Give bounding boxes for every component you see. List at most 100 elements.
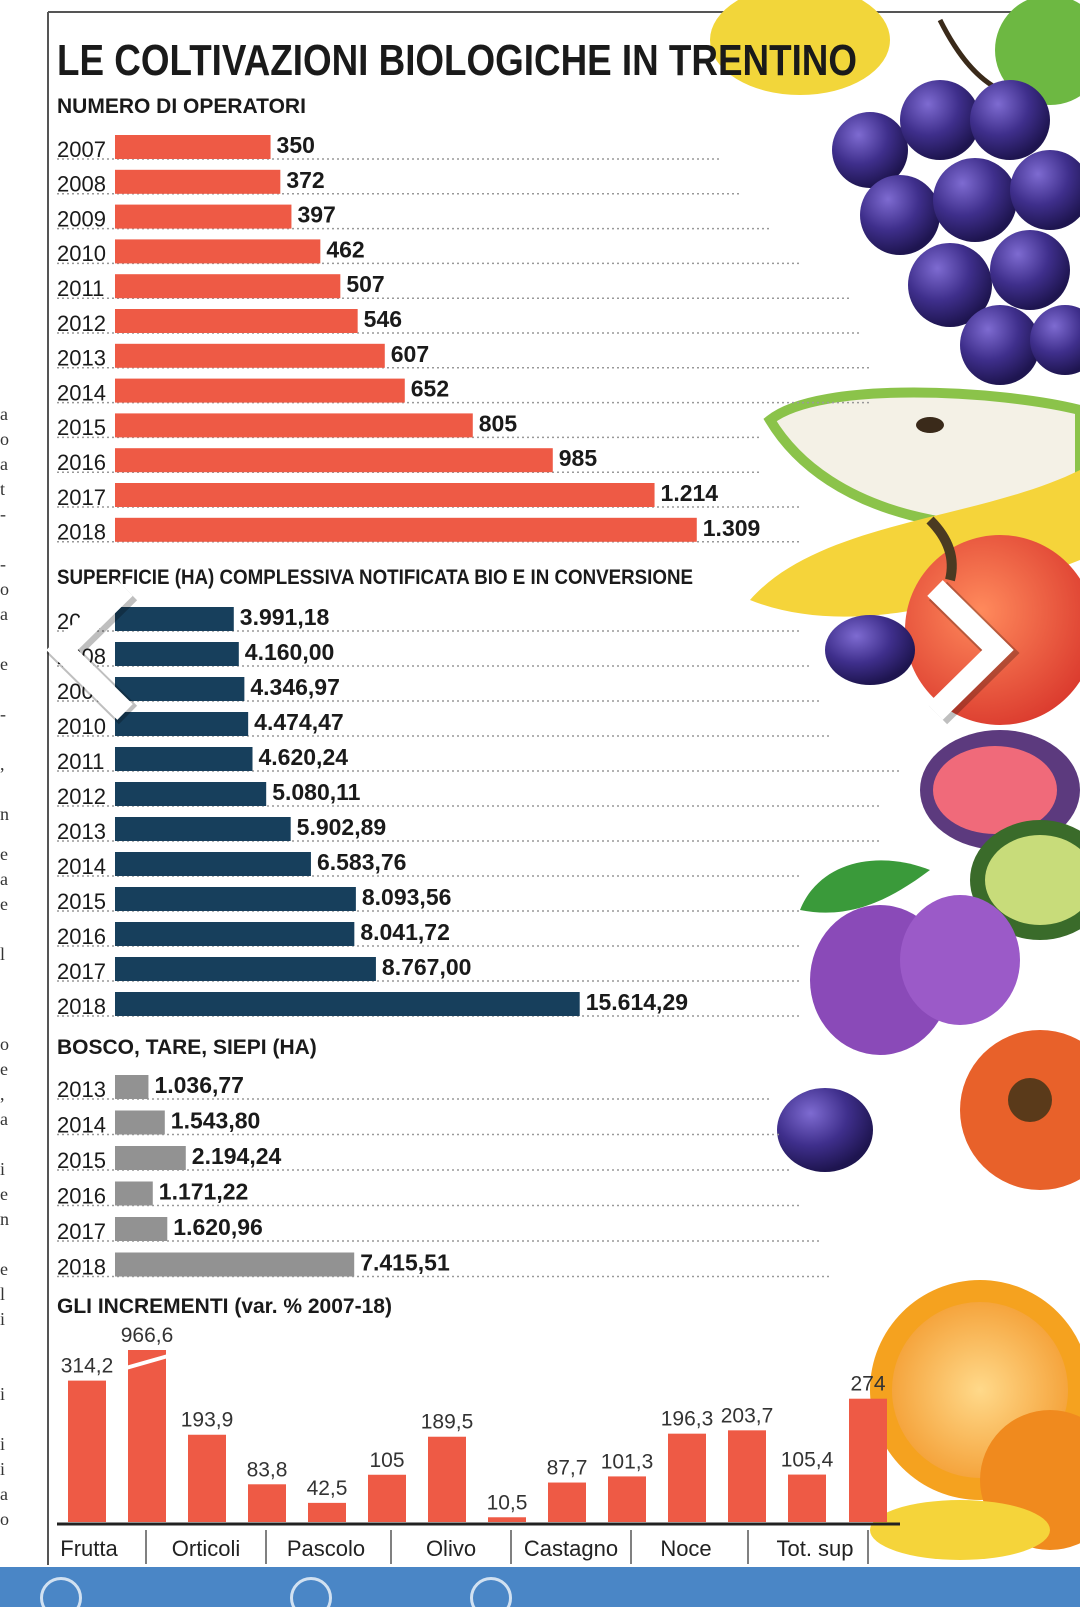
value-label: 101,3	[601, 1450, 654, 1473]
bar	[115, 204, 292, 229]
bar	[115, 922, 355, 946]
bar	[115, 135, 271, 159]
bar	[115, 1217, 168, 1241]
year-label: 2012	[57, 784, 106, 809]
bar	[115, 274, 341, 299]
svg-text:-: -	[0, 504, 6, 524]
value-label: 1.620,96	[173, 1214, 263, 1240]
year-label: 2014	[57, 380, 106, 405]
year-label: 2016	[57, 924, 106, 949]
bar	[849, 1398, 887, 1522]
bar	[115, 817, 291, 841]
bar-chart-1: SUPERFICIE (HA) COMPLESSIVA NOTIFICATA B…	[57, 566, 900, 1019]
year-label: 2018	[57, 520, 106, 545]
bar	[115, 677, 245, 701]
value-label: 42,5	[307, 1477, 348, 1500]
value-label: 193,9	[181, 1409, 234, 1432]
prev-button[interactable]	[46, 580, 138, 725]
bottom-toolbar	[0, 1567, 1080, 1619]
value-label: 8.093,56	[362, 884, 452, 910]
value-label: 15.614,29	[586, 989, 688, 1015]
value-label: 607	[391, 341, 429, 367]
svg-text:e: e	[0, 1059, 8, 1079]
value-label: 805	[479, 410, 518, 436]
year-label: 2015	[57, 889, 106, 914]
bar	[115, 1110, 165, 1135]
value-label: 83,8	[247, 1458, 288, 1481]
chart-title: BOSCO, TARE, SIEPI (HA)	[57, 1036, 317, 1059]
category-label: Noce	[660, 1536, 711, 1561]
value-label: 507	[346, 271, 384, 297]
bar	[115, 413, 473, 438]
year-label: 2014	[57, 854, 106, 879]
value-label: 1.036,77	[154, 1072, 244, 1098]
year-label: 2017	[57, 485, 106, 510]
toolbar-button[interactable]	[470, 1577, 512, 1619]
svg-text:i: i	[0, 1309, 5, 1329]
category-label: Olivo	[426, 1536, 476, 1561]
frame	[47, 11, 1080, 1565]
bar	[548, 1482, 586, 1522]
bar	[115, 448, 553, 473]
svg-text:e: e	[0, 1184, 8, 1204]
bar	[248, 1484, 286, 1522]
bar	[115, 517, 697, 542]
svg-text:t: t	[0, 479, 5, 499]
svg-text:l: l	[0, 1284, 5, 1304]
bar	[188, 1434, 226, 1522]
year-label: 2018	[57, 994, 106, 1019]
value-label: 8.041,72	[360, 919, 450, 945]
bar	[115, 169, 281, 194]
bar	[668, 1433, 706, 1522]
bar	[115, 239, 321, 264]
bar	[115, 747, 253, 771]
svg-text:-: -	[0, 554, 6, 574]
bar	[115, 483, 655, 507]
svg-text:i: i	[0, 1434, 5, 1454]
value-label: 314,2	[61, 1355, 114, 1378]
fruit-illustration	[710, 0, 1080, 1560]
value-label: 1.171,22	[159, 1179, 249, 1205]
bar	[115, 852, 311, 876]
year-label: 2017	[57, 1219, 106, 1244]
bar	[115, 343, 385, 368]
value-label: 7.415,51	[360, 1250, 450, 1276]
value-label: 985	[559, 445, 598, 471]
svg-text:e: e	[0, 1259, 8, 1279]
category-label: Orticoli	[172, 1536, 240, 1561]
value-label: 6.583,76	[317, 849, 407, 875]
category-label: Pascolo	[287, 1536, 365, 1561]
bar	[115, 1252, 355, 1277]
value-label: 1.543,80	[171, 1108, 261, 1134]
value-label: 274	[850, 1373, 885, 1396]
svg-text:n: n	[0, 804, 9, 824]
chart-title: NUMERO DI OPERATORI	[57, 95, 306, 118]
toolbar-button[interactable]	[40, 1577, 82, 1619]
bar-chart-2: BOSCO, TARE, SIEPI (HA) 2013 1.036,77 2014 1…	[57, 1036, 830, 1279]
svg-text:a: a	[0, 869, 8, 889]
bar	[368, 1474, 406, 1522]
year-label: 2013	[57, 346, 106, 371]
value-label: 87,7	[547, 1457, 588, 1480]
bar	[115, 1146, 186, 1170]
value-label: 397	[297, 202, 335, 228]
bar-chart-increments: GLI INCREMENTI (var. % 2007-18) 314,2 966,…	[57, 1295, 900, 1564]
value-label: 4.346,97	[250, 674, 340, 700]
year-label: 2014	[57, 1112, 106, 1137]
svg-text:a: a	[0, 604, 8, 624]
bar	[308, 1502, 346, 1522]
value-label: 203,7	[721, 1404, 774, 1427]
svg-text:,: ,	[0, 1084, 5, 1104]
toolbar-button[interactable]	[290, 1577, 332, 1619]
bar	[608, 1476, 646, 1522]
value-label: 1.309	[703, 515, 761, 541]
bar	[115, 642, 239, 666]
bar	[115, 1075, 149, 1099]
bar	[115, 378, 405, 403]
category-label: Tot. sup	[776, 1536, 853, 1561]
value-label: 4.474,47	[254, 709, 344, 735]
bar	[115, 782, 267, 806]
value-label: 10,5	[487, 1491, 528, 1514]
next-button[interactable]	[927, 580, 1020, 725]
svg-text:o: o	[0, 579, 9, 599]
